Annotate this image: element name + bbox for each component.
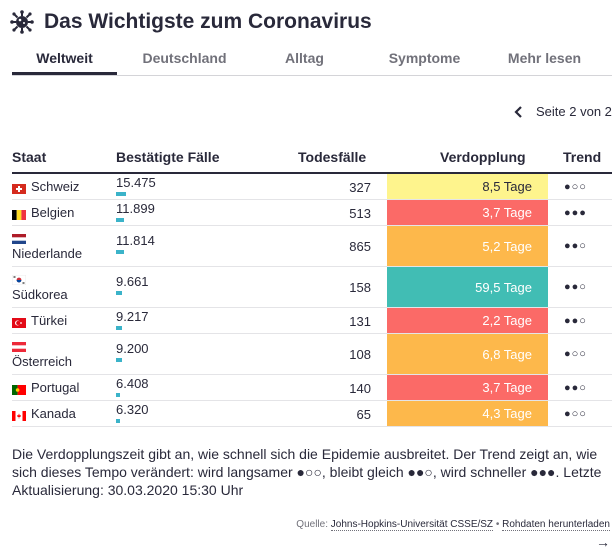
page-header: Das Wichtigste zum Coronavirus (10, 8, 372, 36)
confirmed-cases: 15.475 (116, 176, 156, 196)
trend-indicator: ●●○ (564, 382, 587, 394)
cases-bar (116, 192, 126, 196)
deaths-value: 158 (349, 280, 371, 295)
flag-pt-icon (12, 383, 26, 395)
confirmed-cases: 9.217 (116, 310, 149, 330)
trend-indicator: ●○○ (564, 181, 587, 193)
deaths-value: 140 (349, 381, 371, 396)
chevron-left-icon[interactable] (512, 105, 526, 119)
cases-bar (116, 250, 124, 254)
page-indicator: Seite 2 von 2 (536, 104, 612, 119)
table-row[interactable]: Schweiz 15.475 327 8,5 Tage ●○○ (12, 174, 612, 200)
arrow-right-icon[interactable]: → (596, 534, 610, 550)
country-table: Staat Bestätigte Fälle Todesfälle Verdop… (11, 146, 612, 427)
deaths-value: 327 (349, 180, 371, 195)
cases-bar (116, 326, 122, 330)
table-row[interactable]: Türkei 9.217 131 2,2 Tage ●●○ (12, 308, 612, 334)
doubling-time-cell: 59,5 Tage (387, 267, 548, 307)
cases-bar (116, 393, 120, 397)
tab-symptome[interactable]: Symptome (388, 50, 461, 66)
flag-tr-icon (12, 316, 26, 328)
flag-be-icon (12, 208, 26, 220)
cases-value: 6.320 (116, 402, 149, 417)
page-title: Das Wichtigste zum Coronavirus (44, 10, 372, 33)
source-separator: • (495, 519, 500, 530)
confirmed-cases: 6.320 (116, 403, 149, 423)
trend-indicator: ●●● (564, 207, 587, 219)
table-row[interactable]: Niederlande 11.814 865 5,2 Tage ●●○ (12, 226, 612, 267)
cases-bar (116, 419, 120, 423)
tab-mehr-lesen[interactable]: Mehr lesen (507, 50, 582, 66)
doubling-time-cell: 2,2 Tage (387, 308, 548, 333)
source-prefix: Quelle: (296, 519, 328, 530)
trend-indicator: ●●○ (564, 281, 587, 293)
cases-value: 11.899 (116, 201, 155, 216)
confirmed-cases: 9.661 (116, 275, 149, 295)
confirmed-cases: 9.200 (116, 342, 149, 362)
deaths-value: 865 (349, 239, 371, 254)
deaths-value: 65 (356, 407, 371, 422)
country-name: Kanada (31, 406, 76, 421)
doubling-time-cell: 3,7 Tage (387, 375, 548, 400)
deaths-value: 513 (349, 206, 371, 221)
doubling-time-cell: 8,5 Tage (387, 174, 548, 199)
flag-ca-icon (12, 409, 26, 421)
flag-at-icon (12, 340, 26, 352)
country-name: Türkei (31, 313, 68, 328)
deaths-value: 108 (349, 347, 371, 362)
table-row[interactable]: Portugal 6.408 140 3,7 Tage ●●○ (12, 375, 612, 401)
doubling-time-cell: 3,7 Tage (387, 200, 548, 225)
country-name: Portugal (31, 380, 80, 395)
cases-value: 11.814 (116, 233, 155, 248)
doubling-time-cell: 5,2 Tage (387, 226, 548, 266)
column-header-deaths[interactable]: Todesfälle (298, 149, 367, 165)
trend-indicator: ●○○ (564, 348, 587, 360)
cases-value: 9.200 (116, 341, 149, 356)
flag-ch-icon (12, 182, 26, 194)
pagination: Seite 2 von 2 (512, 104, 612, 119)
cases-value: 9.217 (116, 309, 149, 324)
country-name: Niederlande (12, 246, 83, 261)
source-line: Quelle: Johns-Hopkins-Universität CSSE/S… (296, 519, 610, 531)
confirmed-cases: 6.408 (116, 377, 149, 397)
table-row[interactable]: Kanada 6.320 65 4,3 Tage ●○○ (12, 401, 612, 427)
column-header-doubling[interactable]: Verdopplung (440, 149, 526, 165)
country-name: Schweiz (31, 179, 80, 194)
virus-icon (10, 10, 34, 34)
download-link[interactable]: Rohdaten herunterladen (502, 519, 610, 531)
cases-value: 15.475 (116, 175, 156, 190)
confirmed-cases: 11.814 (116, 234, 155, 254)
table-row[interactable]: Belgien 11.899 513 3,7 Tage ●●● (12, 200, 612, 226)
cases-bar (116, 291, 122, 295)
country-name: Österreich (12, 354, 72, 369)
column-header-country[interactable]: Staat (12, 149, 47, 165)
explanation-note: Die Verdopplungszeit gibt an, wie schnel… (12, 446, 602, 498)
table-header: Staat Bestätigte Fälle Todesfälle Verdop… (12, 146, 612, 174)
tab-weltweit[interactable]: Weltweit (12, 44, 117, 75)
column-header-trend[interactable]: Trend (563, 149, 602, 165)
flag-kr-icon (11, 273, 27, 286)
trend-indicator: ●○○ (564, 408, 587, 420)
cases-bar (116, 218, 124, 222)
table-row[interactable]: Österreich 9.200 108 6,8 Tage ●○○ (12, 334, 612, 375)
country-name: Belgien (31, 205, 75, 220)
cases-bar (116, 358, 122, 362)
tab-deutschland[interactable]: Deutschland (142, 50, 227, 66)
cases-value: 6.408 (116, 376, 149, 391)
tab-alltag[interactable]: Alltag (285, 50, 324, 66)
cases-value: 9.661 (116, 274, 149, 289)
column-header-cases[interactable]: Bestätigte Fälle (116, 149, 220, 165)
doubling-time-cell: 4,3 Tage (387, 401, 548, 426)
country-name: Südkorea (12, 287, 68, 302)
confirmed-cases: 11.899 (116, 202, 155, 222)
doubling-time-cell: 6,8 Tage (387, 334, 548, 374)
trend-indicator: ●●○ (564, 240, 587, 252)
table-row[interactable]: Südkorea 9.661 158 59,5 Tage ●●○ (11, 267, 612, 308)
source-link[interactable]: Johns-Hopkins-Universität CSSE/SZ (330, 519, 494, 531)
trend-indicator: ●●○ (564, 315, 587, 327)
flag-nl-icon (12, 232, 26, 244)
deaths-value: 131 (349, 314, 371, 329)
tab-bar: Weltweit Deutschland Alltag Symptome Meh… (12, 44, 612, 76)
